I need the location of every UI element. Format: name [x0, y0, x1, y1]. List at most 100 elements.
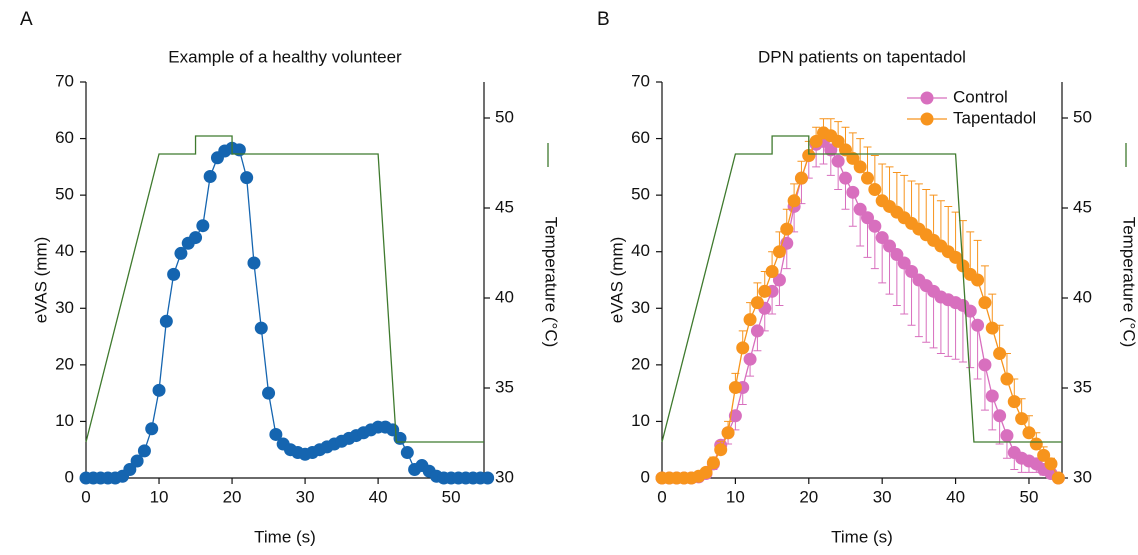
legend-marker — [920, 91, 934, 105]
data-point — [1000, 429, 1014, 443]
data-point — [123, 463, 137, 477]
data-point — [794, 171, 808, 185]
y-tick-label: 50 — [631, 185, 650, 204]
data-point — [706, 456, 720, 470]
series — [655, 134, 1065, 485]
error-bar — [973, 325, 982, 380]
data-point — [963, 304, 977, 318]
data-point — [780, 222, 794, 236]
error-bar — [885, 166, 894, 207]
data-point — [269, 427, 283, 441]
error-bar — [951, 302, 960, 360]
panel-label: A — [20, 9, 33, 30]
x-tick-label: 40 — [946, 487, 965, 506]
x-tick-label: 30 — [873, 487, 892, 506]
data-point — [890, 248, 904, 262]
y2-tick-label: 30 — [1073, 467, 1092, 486]
data-point — [853, 160, 867, 174]
y2-tick-label: 35 — [1073, 377, 1092, 396]
series — [661, 135, 1062, 443]
axis-frame — [85, 82, 485, 479]
data-point — [809, 134, 823, 148]
data-point — [838, 171, 852, 185]
data-point — [203, 169, 217, 183]
data-point — [861, 211, 875, 225]
legend-label: Control — [953, 87, 1008, 106]
data-point — [130, 454, 144, 468]
x-tick-label: 10 — [726, 487, 745, 506]
data-point — [824, 143, 838, 157]
y-tick-label: 40 — [631, 241, 650, 260]
data-point — [993, 409, 1007, 423]
legend-label: Tapentadol — [953, 108, 1036, 127]
legend-marker — [920, 112, 934, 126]
data-point — [699, 465, 713, 479]
data-point — [137, 444, 151, 458]
error-bar — [878, 237, 887, 284]
data-point — [831, 154, 845, 168]
x-tick-label: 20 — [799, 487, 818, 506]
y-tick-label: 30 — [55, 298, 74, 317]
error-bar — [929, 291, 938, 349]
data-point — [758, 284, 772, 298]
data-point — [1022, 426, 1036, 440]
data-point — [1000, 372, 1014, 386]
x-tick-label: 40 — [369, 487, 388, 506]
data-point — [985, 389, 999, 403]
data-point — [1044, 457, 1058, 471]
data-point — [728, 380, 742, 394]
data-point — [1037, 448, 1051, 462]
data-point — [189, 231, 203, 245]
data-point — [721, 426, 735, 440]
y-axis-label: eVAS (mm) — [31, 237, 50, 324]
data-point — [978, 358, 992, 372]
y-tick-label: 10 — [631, 411, 650, 430]
error-bar — [980, 364, 989, 411]
error-bar — [966, 231, 975, 275]
data-point — [868, 219, 882, 233]
error-bar — [936, 296, 945, 355]
error-bar — [870, 226, 879, 270]
data-point — [993, 347, 1007, 361]
error-bar — [914, 183, 923, 230]
y2-tick-label: 40 — [1073, 287, 1092, 306]
x-tick-label: 10 — [150, 487, 169, 506]
y2-axis-label: Temperature (°C) — [542, 217, 561, 348]
data-point — [883, 239, 897, 253]
data-point — [743, 313, 757, 327]
data-point — [846, 151, 860, 165]
data-point — [787, 194, 801, 208]
temperature-line — [661, 135, 1062, 443]
data-point — [400, 446, 414, 460]
error-bar — [900, 263, 909, 315]
x-tick-label: 20 — [223, 487, 242, 506]
data-point — [897, 256, 911, 270]
y-tick-label: 60 — [55, 128, 74, 147]
y2-tick-label: 30 — [495, 467, 514, 486]
data-point — [1007, 395, 1021, 409]
error-bar — [936, 200, 945, 247]
data-line — [662, 132, 1059, 479]
data-point — [905, 265, 919, 279]
data-point — [949, 250, 963, 264]
data-point — [875, 231, 889, 245]
data-point — [1015, 412, 1029, 426]
data-point — [868, 182, 882, 196]
data-point — [736, 341, 750, 355]
data-point — [831, 134, 845, 148]
data-point — [802, 149, 816, 163]
x-tick-label: 50 — [442, 487, 461, 506]
data-point — [1051, 471, 1065, 485]
error-bar — [914, 280, 923, 338]
error-bar — [885, 246, 894, 295]
x-tick-label: 30 — [296, 487, 315, 506]
data-point — [481, 471, 495, 485]
y-tick-label: 0 — [641, 467, 650, 486]
data-point — [262, 386, 276, 400]
y-axis-label: eVAS (mm) — [607, 237, 626, 324]
data-point — [978, 296, 992, 310]
error-bar — [863, 217, 872, 258]
y-tick-label: 20 — [631, 354, 650, 373]
error-bar — [922, 188, 931, 235]
